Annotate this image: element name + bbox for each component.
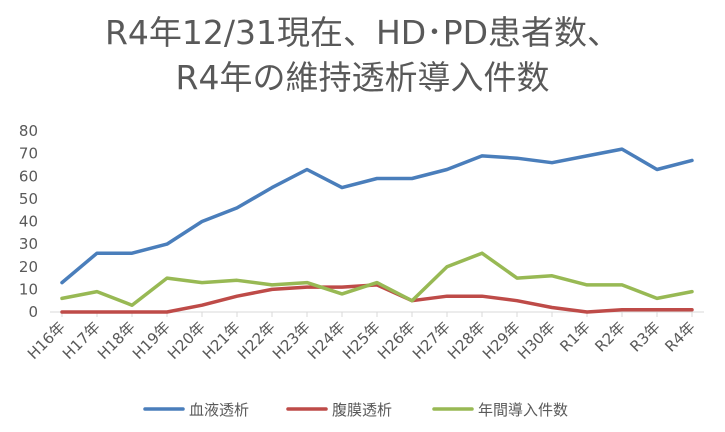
x-tick-label: R2年 — [591, 318, 628, 355]
x-tick-label: H20年 — [164, 318, 209, 363]
x-tick-label: H22年 — [234, 318, 279, 363]
y-tick-label: 40 — [19, 213, 38, 231]
x-tick-label: R4年 — [661, 318, 698, 355]
legend-label: 年間導入件数 — [478, 401, 568, 419]
y-tick-label: 20 — [19, 258, 38, 276]
chart-title-line-1: R4年12/31現在、HD･PD患者数、 — [104, 13, 621, 52]
y-tick-label: 30 — [19, 235, 38, 253]
legend-label: 血液透析 — [189, 401, 249, 419]
series-line — [60, 283, 694, 314]
y-tick-label: 70 — [19, 145, 38, 163]
x-tick-label: H17年 — [59, 318, 104, 363]
x-tick-label: H23年 — [269, 318, 314, 363]
chart-title-line-2: R4年の維持透析導入件数 — [175, 58, 550, 97]
x-tick-label: H26年 — [374, 318, 419, 363]
x-tick-label: H28年 — [444, 318, 489, 363]
x-tick-label: H24年 — [304, 318, 349, 363]
x-tick-label: R1年 — [556, 318, 593, 355]
x-tick-label: R3年 — [626, 318, 663, 355]
x-tick-label: H16年 — [24, 318, 69, 363]
x-tick-label: H18年 — [94, 318, 139, 363]
x-tick-label: H25年 — [339, 318, 384, 363]
y-tick-label: 60 — [19, 167, 38, 185]
series-line — [60, 147, 694, 285]
series-line — [60, 251, 694, 307]
y-tick-label: 50 — [19, 190, 38, 208]
x-tick-label: H30年 — [514, 318, 559, 363]
y-tick-label: 80 — [19, 122, 38, 140]
chart-title: R4年12/31現在、HD･PD患者数、 R4年の維持透析導入件数 — [0, 10, 725, 100]
x-tick-label: H29年 — [479, 318, 524, 363]
y-tick-label: 0 — [28, 303, 38, 321]
x-tick-label: H21年 — [199, 318, 244, 363]
legend-label: 腹膜透析 — [332, 401, 392, 419]
x-tick-label: H27年 — [409, 318, 454, 363]
y-tick-label: 10 — [19, 280, 38, 298]
x-tick-label: H19年 — [129, 318, 174, 363]
